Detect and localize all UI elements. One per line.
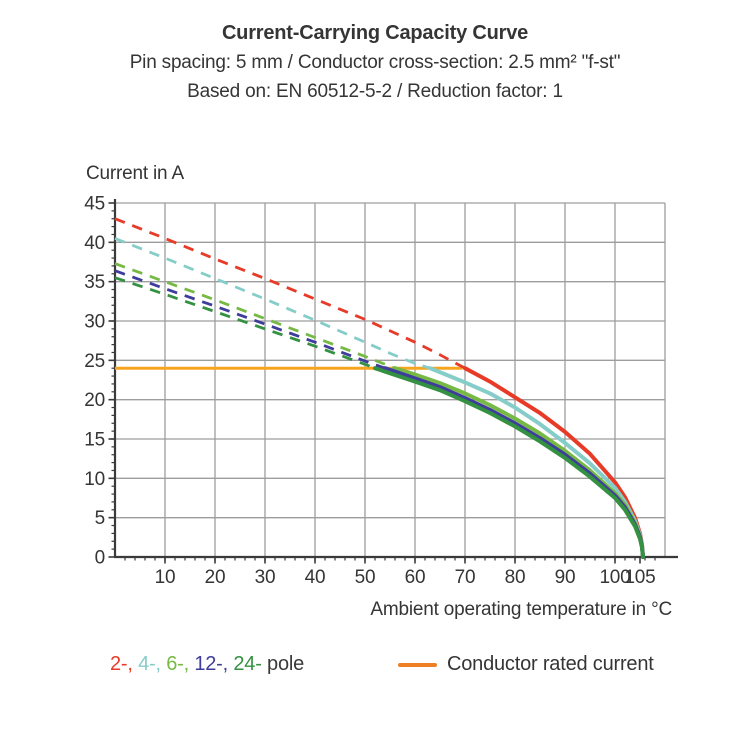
series-24-pole-dashed bbox=[114, 276, 376, 370]
pole-legend: 2-, 4-, 6-, 12-, 24- pole bbox=[110, 653, 304, 676]
x-tick-label: 40 bbox=[305, 567, 326, 585]
y-tick-label: 20 bbox=[84, 390, 105, 411]
y-tick-label: 10 bbox=[84, 469, 105, 490]
x-tick-label: 10 bbox=[155, 567, 176, 585]
y-tick-label: 25 bbox=[84, 351, 105, 372]
series-6-pole-solid bbox=[393, 366, 645, 559]
series-12-pole-dashed bbox=[114, 269, 386, 370]
rated-current-legend-label: Conductor rated current bbox=[447, 653, 654, 675]
pole-legend-item-2-pole: 2-, bbox=[110, 653, 139, 675]
y-axis-title: Current in A bbox=[86, 163, 184, 184]
x-tick-label: 20 bbox=[205, 567, 226, 585]
y-tick-label: 45 bbox=[84, 195, 105, 215]
series-2-pole-dashed bbox=[114, 217, 466, 370]
x-tick-label: 30 bbox=[255, 567, 276, 585]
y-tick-label: 30 bbox=[84, 312, 105, 333]
rated-current-line-swatch bbox=[398, 663, 437, 667]
x-tick-label: 50 bbox=[355, 567, 376, 585]
y-tick-label: 5 bbox=[95, 508, 105, 529]
x-tick-label: 100 bbox=[599, 567, 630, 585]
y-tick-label: 15 bbox=[84, 430, 105, 451]
pole-legend-item-24-pole: 24- bbox=[233, 653, 262, 675]
y-tick-label: 0 bbox=[95, 548, 105, 569]
chart-subtitle: Pin spacing: 5 mm / Conductor cross-sect… bbox=[129, 52, 621, 73]
x-tick-label: 90 bbox=[555, 567, 576, 585]
chart-basis-note: Based on: EN 60512-5-2 / Reduction facto… bbox=[187, 81, 563, 102]
pole-legend-item-12-pole: 12-, bbox=[194, 653, 234, 675]
x-axis-title: Ambient operating temperature in °C bbox=[370, 599, 672, 620]
y-tick-label: 40 bbox=[84, 233, 105, 254]
x-tick-label: 105 bbox=[624, 567, 655, 585]
x-tick-label: 60 bbox=[405, 567, 426, 585]
series-6-pole-dashed bbox=[114, 262, 396, 370]
chart-title: Current-Carrying Capacity Curve bbox=[221, 22, 529, 44]
series-24-pole-solid bbox=[373, 366, 645, 559]
y-tick-label: 35 bbox=[84, 272, 105, 293]
x-tick-label: 70 bbox=[455, 567, 476, 585]
pole-legend-item-6-pole: 6-, bbox=[166, 653, 195, 675]
pole-legend-suffix: pole bbox=[261, 653, 305, 675]
series-4-pole-dashed bbox=[114, 237, 431, 370]
x-tick-label: 80 bbox=[505, 567, 526, 585]
pole-legend-item-4-pole: 4-, bbox=[138, 653, 167, 675]
